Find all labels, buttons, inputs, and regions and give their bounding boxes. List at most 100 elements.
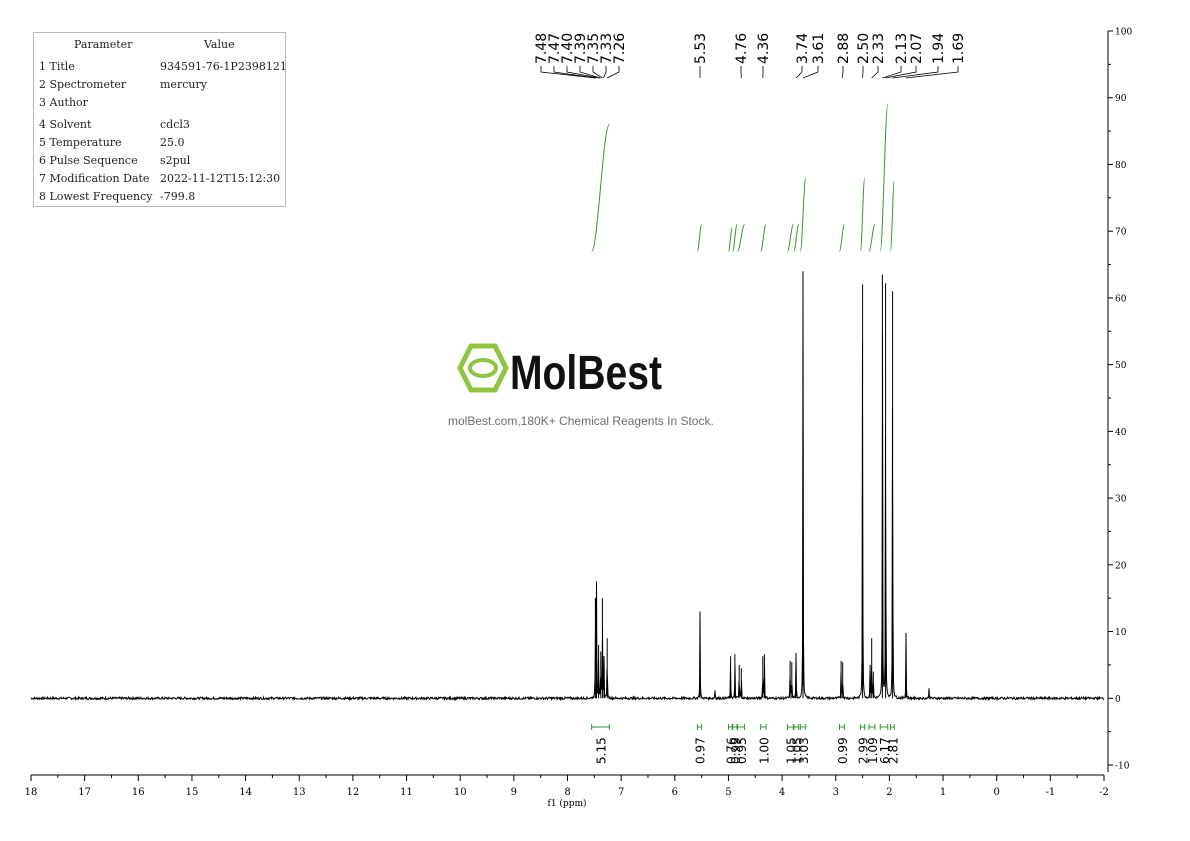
integral-region: 1.05	[784, 724, 798, 764]
integral-value-label: 0.76	[724, 737, 738, 764]
integral-curve	[799, 177, 807, 252]
integral-region: 2.99	[857, 724, 871, 764]
integral-region: 1.05	[790, 724, 804, 764]
peak-leader-line	[892, 66, 939, 79]
x-tick-label: 13	[293, 787, 306, 798]
x-tick-label: 18	[25, 787, 38, 798]
parameter-key: 5 Temperature	[39, 136, 122, 149]
x-tick-label: 0	[994, 787, 1000, 798]
x-tick-label: -2	[1099, 787, 1109, 798]
integral-curves	[591, 103, 895, 252]
y-tick-label: 90	[1115, 94, 1127, 104]
integral-value-label: 1.09	[866, 737, 880, 764]
integral-region: 2.81	[886, 724, 900, 764]
integral-value-label: 1.05	[790, 737, 804, 764]
y-tick-label: 0	[1115, 695, 1121, 705]
molbest-watermark-logo: MolBest	[457, 343, 662, 400]
parameter-row-temperature: 5 Temperature 25.0	[34, 136, 285, 152]
parameter-table-header: Parameter Value	[34, 38, 285, 54]
x-tick-label: 12	[347, 787, 360, 798]
integral-curve	[696, 224, 703, 252]
integral-value-label: 1.00	[757, 737, 771, 764]
parameter-row-pulse-sequence: 6 Pulse Sequence s2pul	[34, 154, 285, 170]
y-tick-label: 100	[1115, 28, 1132, 38]
x-tick-label: 8	[564, 787, 570, 798]
peak-leader-line	[540, 66, 596, 79]
integral-curve	[859, 177, 866, 252]
y-tick-label: 50	[1115, 361, 1127, 371]
parameter-value: 25.0	[160, 136, 185, 149]
integral-region: 1.00	[757, 724, 771, 764]
parameter-row-author: 3 Author	[34, 96, 285, 112]
peak-label: 7.48	[534, 33, 550, 64]
integral-region: 0.95	[735, 724, 749, 764]
integral-curve	[591, 123, 610, 252]
peak-labels: 7.487.477.407.397.357.337.26 5.53 4.76 4.36…	[534, 33, 967, 79]
spectrum-trace	[30, 271, 1105, 702]
x-tick-label: 2	[886, 787, 892, 798]
y-tick-label: 70	[1115, 228, 1127, 238]
integral-curve	[879, 103, 889, 252]
peak-leader-line	[795, 66, 803, 79]
peak-leader-line	[871, 66, 879, 79]
integral-value-label: 0.97	[693, 737, 707, 764]
x-tick-label: 6	[672, 787, 678, 798]
parameter-row-spectrometer: 2 Spectrometer mercury	[34, 78, 285, 94]
x-tick-label: 7	[618, 787, 624, 798]
x-tick-label: 17	[78, 787, 91, 798]
parameter-key: 4 Solvent	[39, 118, 92, 131]
parameter-row-lowest-frequency: 8 Lowest Frequency -799.8	[34, 190, 285, 206]
peak-leader-line	[905, 66, 959, 79]
peak-label: 2.50	[856, 33, 872, 64]
parameter-row-solvent: 4 Solvent cdcl3	[34, 118, 285, 134]
x-ticks: 18 17 16 15 14 13 12 11 10 9 8 7 6 5 4 3 2 1 0 -1 -2	[25, 775, 1109, 798]
integral-region: 3.03	[797, 724, 811, 764]
x-tick-label: 1	[940, 787, 946, 798]
x-tick-label: 15	[186, 787, 199, 798]
integral-curve	[868, 224, 876, 252]
integral-region: 1.09	[866, 724, 880, 764]
peak-leader-line	[579, 66, 601, 79]
integral-curve	[793, 224, 800, 252]
integral-value-label: 5.15	[594, 737, 608, 764]
integral-regions: 5.15 0.97 0.760.990.95 1.00 1.051.053.03 0.99…	[591, 724, 900, 764]
peak-label: 2.13	[894, 33, 910, 64]
parameter-value: s2pul	[160, 154, 191, 167]
y-tick-label: -10	[1115, 762, 1130, 772]
integral-value-label: 2.99	[857, 737, 871, 764]
parameter-row-title: 1 Title 934591-76-1P2398121	[34, 60, 287, 76]
x-tick-label: 10	[454, 787, 467, 798]
integral-value-label: 2.81	[886, 737, 900, 764]
peak-label: 2.33	[871, 33, 887, 64]
parameter-header: Parameter	[74, 38, 133, 51]
x-tick-label: 16	[132, 787, 145, 798]
y-tick-label: 80	[1115, 161, 1127, 171]
peak-label: 7.33	[599, 33, 615, 64]
y-tick-label: 40	[1115, 428, 1127, 438]
y-tick-label: 10	[1115, 628, 1127, 638]
peak-label: 3.61	[811, 33, 827, 64]
watermark-tagline: molBest.com,180K+ Chemical Reagents In S…	[448, 414, 714, 428]
x-tick-label: -1	[1045, 787, 1055, 798]
peak-label: 4.36	[756, 33, 772, 64]
parameter-row-modification-date: 7 Modification Date 2022-11-12T15:12:30	[34, 172, 285, 188]
integral-curve	[889, 180, 895, 252]
x-tick-label: 4	[779, 787, 785, 798]
peak-label: 2.88	[836, 33, 852, 64]
y-tick-label: 60	[1115, 294, 1127, 304]
peak-label: 3.74	[795, 33, 811, 64]
parameter-key: 7 Modification Date	[39, 172, 150, 185]
parameter-key: 3 Author	[39, 96, 88, 109]
integral-curve	[839, 224, 845, 252]
x-tick-label: 3	[833, 787, 839, 798]
peak-label: 7.26	[612, 33, 628, 64]
y-tick-label: 30	[1115, 495, 1127, 505]
peak-label: 2.07	[909, 33, 925, 64]
x-axis-label: f1 (ppm)	[548, 798, 587, 809]
integral-curve	[737, 224, 746, 252]
benzene-ring-icon	[457, 343, 509, 393]
parameter-key: 2 Spectrometer	[39, 78, 127, 91]
x-tick-label: 11	[400, 787, 413, 798]
peak-label: 1.94	[931, 33, 947, 64]
peak-leader-line	[882, 66, 902, 79]
